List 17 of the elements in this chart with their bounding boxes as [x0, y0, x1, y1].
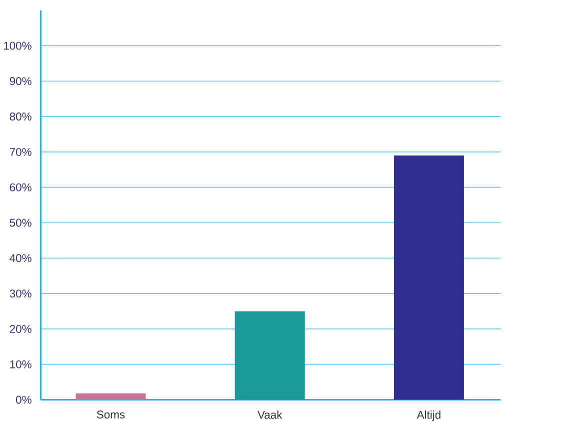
y-tick-label: 30%	[10, 290, 32, 298]
x-tick-label: Vaak	[258, 410, 282, 419]
x-tick-label: Altijd	[416, 410, 440, 421]
y-tick-label: 100%	[4, 42, 32, 50]
x-tick-label: Soms	[96, 410, 125, 418]
bar	[234, 311, 305, 400]
y-tick-label: 80%	[10, 112, 32, 120]
y-tick-label: 0%	[16, 396, 32, 404]
bar	[76, 393, 146, 400]
y-tick-label: 20%	[10, 324, 32, 333]
y-tick-label: 50%	[10, 218, 32, 227]
y-tick-label: 10%	[10, 360, 32, 368]
y-tick-label: 70%	[10, 148, 32, 156]
y-tick-label: 40%	[10, 254, 32, 262]
bar	[394, 155, 464, 400]
y-tick-label: 90%	[10, 77, 32, 86]
y-tick-label: 60%	[10, 183, 32, 192]
